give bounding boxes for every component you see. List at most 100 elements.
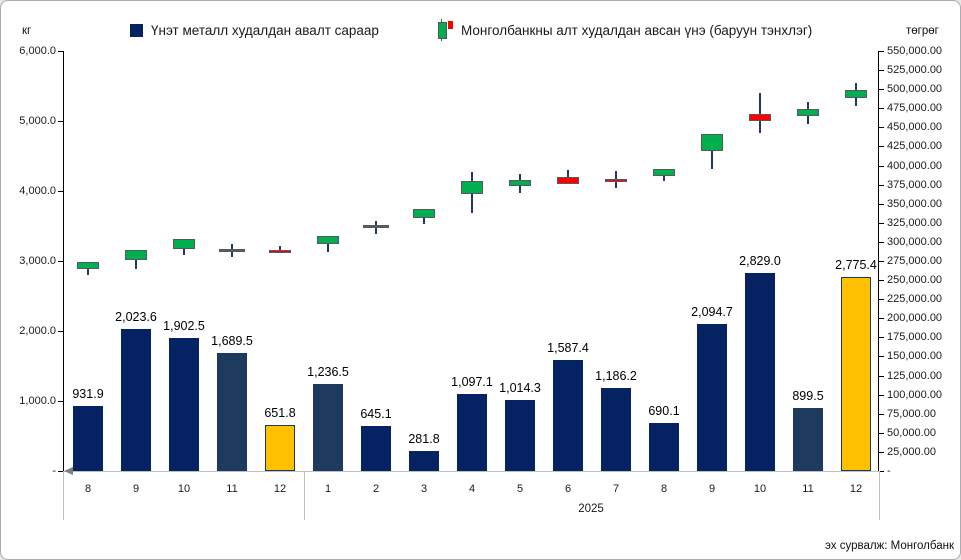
y-axis-right-tick-label: 50,000.00 <box>887 426 936 439</box>
y-axis-right-tick <box>879 280 884 282</box>
y-axis-right-tick-label: 275,000.00 <box>887 255 943 267</box>
y-axis-right-tick-label: 350,000.00 <box>887 197 943 210</box>
bar-value-label: 931.9 <box>72 386 104 401</box>
candle-body <box>413 209 435 219</box>
candle-body <box>557 177 579 184</box>
bar <box>745 272 775 471</box>
y-axis-left-tick <box>58 51 63 52</box>
candle-body <box>125 250 147 261</box>
y-axis-right-tick <box>879 356 884 358</box>
bar <box>697 324 727 471</box>
y-axis-right-tick-label: - <box>887 465 891 477</box>
bar <box>265 425 295 471</box>
y-axis-left-tick-label: - <box>52 465 56 477</box>
category-group-separator <box>63 471 64 520</box>
x-axis-month-label: 12 <box>849 483 863 495</box>
candle-body <box>461 180 483 194</box>
bar <box>793 408 823 471</box>
y-axis-left-tick <box>58 471 63 472</box>
bar-value-label: 645.1 <box>360 406 392 421</box>
candle-doji-body <box>219 248 245 252</box>
x-axis-month-label: 7 <box>612 483 620 495</box>
y-axis-right-tick <box>879 241 884 243</box>
bar-value-label: 1,236.5 <box>307 365 349 380</box>
y-axis-right-tick-label: 500,000.00 <box>887 83 943 96</box>
y-axis-right-tick-label: 100,000.00 <box>887 388 943 401</box>
category-group-separator <box>879 471 880 520</box>
x-axis-month-label: 6 <box>564 483 572 495</box>
bar-value-label: 2,023.6 <box>115 310 157 325</box>
candle-body <box>797 109 819 116</box>
candlestick-legend-icon <box>437 19 453 41</box>
source-note: эх сурвалж: Монголбанк <box>825 540 954 552</box>
origin-arrow-icon <box>64 467 73 475</box>
x-axis-month-label: 4 <box>468 483 476 495</box>
y-axis-right-tick <box>879 89 884 91</box>
y-axis-left-tick-label: 2,000.0 <box>19 325 56 337</box>
candle-doji-body <box>363 225 389 229</box>
bar-value-label: 2,094.7 <box>691 305 733 320</box>
bar <box>217 352 247 471</box>
legend-label-bars: Үнэт металл худалдан авалт сараар <box>151 23 379 38</box>
y-axis-left-tick-label: 4,000.0 <box>19 185 56 197</box>
candle-wick <box>759 93 761 133</box>
y-axis-left-tick <box>58 191 63 192</box>
y-axis-right-tick-label: 475,000.00 <box>887 102 943 115</box>
y-axis-right-tick <box>879 337 884 339</box>
x-axis-month-label: 9 <box>132 483 140 495</box>
y-axis-right-line <box>878 51 879 471</box>
y-axis-right-tick-label: 400,000.00 <box>887 159 943 172</box>
y-axis-right-tick-label: 175,000.00 <box>887 331 943 344</box>
bar <box>313 384 343 471</box>
bar-value-label: 1,689.5 <box>211 333 253 348</box>
y-axis-right-tick-label: 425,000.00 <box>887 140 943 153</box>
candle-body <box>701 134 723 152</box>
y-axis-right-tick-label: 375,000.00 <box>887 178 943 191</box>
bar-value-label: 1,186.2 <box>595 368 637 383</box>
bar <box>553 359 583 471</box>
y-axis-right-tick <box>879 165 884 167</box>
y-axis-right-tick <box>879 222 884 224</box>
year-group-label: 2025 <box>578 503 604 515</box>
x-axis-month-label: 12 <box>273 483 287 495</box>
candle-wick <box>567 170 569 184</box>
y-axis-right-tick <box>879 51 884 52</box>
y-axis-right-tick-label: 325,000.00 <box>887 216 943 229</box>
y-axis-left-line <box>63 51 64 471</box>
x-axis-month-label: 3 <box>420 483 428 495</box>
bar <box>505 399 535 471</box>
y-axis-right-tick <box>879 184 884 186</box>
candle-wick <box>279 245 281 254</box>
bar <box>121 329 151 471</box>
right-axis-unit: төгрөг <box>906 25 939 37</box>
y-axis-right-tick-label: 525,000.00 <box>887 64 943 77</box>
y-axis-left-tick <box>58 121 63 122</box>
y-axis-right-tick-label: 25,000.00 <box>887 445 936 458</box>
bar-value-label: 281.8 <box>408 432 440 447</box>
y-axis-right-tick <box>879 299 884 301</box>
y-axis-right-tick <box>879 413 884 415</box>
candle-body <box>509 180 531 187</box>
x-axis-month-label: 8 <box>84 483 92 495</box>
y-axis-right-tick <box>879 451 884 453</box>
bar <box>601 387 631 471</box>
y-axis-right-tick-label: 150,000.00 <box>887 350 943 363</box>
x-axis-month-label: 11 <box>226 483 238 495</box>
bar <box>841 276 871 471</box>
bar-value-label: 2,775.4 <box>835 257 877 272</box>
bar <box>361 425 391 471</box>
x-axis-month-label: 10 <box>177 483 191 495</box>
bar-value-label: 690.1 <box>648 403 680 418</box>
bar-value-label: 1,014.3 <box>499 380 541 395</box>
bar <box>169 337 199 471</box>
bar-value-label: 651.8 <box>264 406 296 421</box>
candle-body <box>317 235 339 245</box>
y-axis-right-tick <box>879 70 884 72</box>
y-axis-right-tick <box>879 203 884 205</box>
category-group-separator <box>304 471 305 520</box>
bar <box>409 451 439 471</box>
candle-body <box>77 261 99 270</box>
bar <box>457 394 487 471</box>
